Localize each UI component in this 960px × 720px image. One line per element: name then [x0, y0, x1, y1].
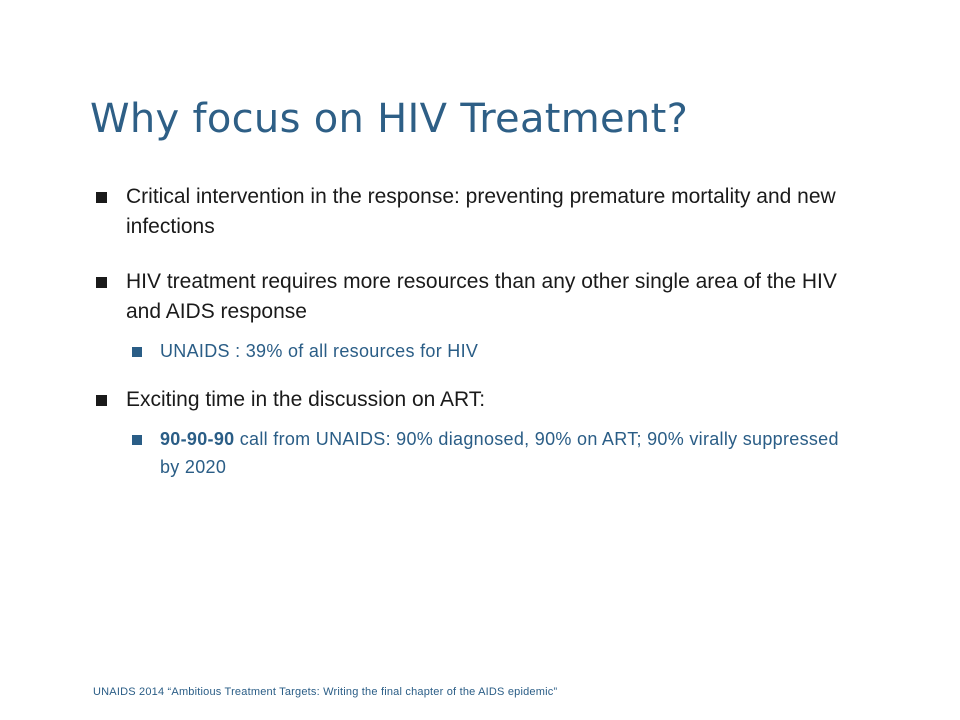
bullet-text: Critical intervention in the response: p… — [126, 185, 836, 238]
square-bullet-icon — [132, 347, 142, 357]
square-bullet-icon — [96, 395, 107, 406]
bullet-text: HIV treatment requires more resources th… — [126, 270, 837, 323]
sub-bullet-item: 90-90-90 call from UNAIDS: 90% diagnosed… — [96, 425, 856, 481]
square-bullet-icon — [96, 277, 107, 288]
sub-bullet-bold-text: 90-90-90 — [160, 429, 235, 449]
square-bullet-icon — [96, 192, 107, 203]
bullet-item: Critical intervention in the response: p… — [96, 182, 856, 242]
sub-bullet-text: call from UNAIDS: 90% diagnosed, 90% on … — [160, 429, 839, 477]
sub-bullet-text: UNAIDS : 39% of all resources for HIV — [160, 341, 479, 361]
bullet-item: Exciting time in the discussion on ART: — [96, 385, 856, 415]
sub-bullet-item: UNAIDS : 39% of all resources for HIV — [96, 337, 856, 365]
bullet-item: HIV treatment requires more resources th… — [96, 267, 856, 327]
bullet-text: Exciting time in the discussion on ART: — [126, 388, 486, 411]
slide-content: Critical intervention in the response: p… — [96, 182, 856, 481]
slide-title: Why focus on HIV Treatment? — [90, 96, 689, 142]
source-citation: UNAIDS 2014 “Ambitious Treatment Targets… — [93, 686, 558, 698]
square-bullet-icon — [132, 435, 142, 445]
